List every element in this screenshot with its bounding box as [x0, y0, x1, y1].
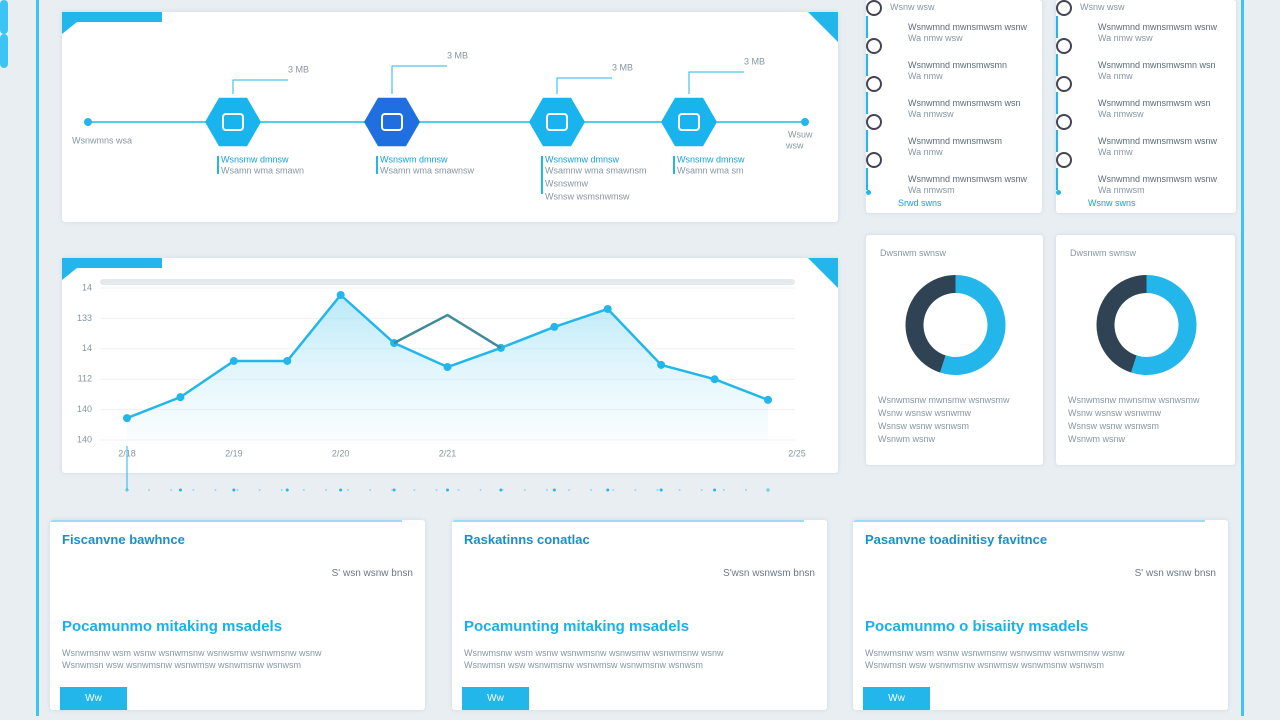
- list-icon: [1056, 0, 1072, 16]
- list-card: Wsnw wsw Wsnwmnd mwnsmwsm wsnw Wa nmw wsw W…: [866, 0, 1042, 213]
- info-body: Wsnwmsn wsw wsnwmsnw wsnwmsw wsnwmsnw ws…: [62, 660, 302, 670]
- scrollbar-thumb: [0, 0, 8, 34]
- list-icon: [866, 152, 882, 168]
- list-mark: [866, 92, 868, 114]
- list-header: Wsnw wsw: [890, 2, 935, 12]
- list-row-sub: Wa nmw wsw: [908, 33, 963, 43]
- timeline-card: [62, 12, 838, 222]
- info-button[interactable]: Ww: [60, 687, 127, 710]
- info-card: Pasanvne toadinitisy favitnce S' wsn wsnw…: [853, 520, 1228, 710]
- info-title: Raskatinns conatlac: [464, 532, 590, 547]
- donut-legend-line: Wsnwm wsnw: [878, 434, 936, 444]
- donut-title: Dwsnwm swnsw: [1070, 248, 1137, 258]
- info-body: Wsnwmsnw wsm wsnw wsnwmsnw wsnwsmw wsnwm…: [62, 648, 322, 658]
- list-row-title: Wsnwmnd mwnsmwsmn: [908, 60, 1008, 70]
- list-row-sub: Wa nmw: [908, 147, 943, 157]
- info-body: Wsnwmsn wsw wsnwmsnw wsnwmsw wsnwmsnw ws…: [865, 660, 1105, 670]
- list-row-title: Wsnwmnd mwnsmwsm wsnw: [1098, 174, 1218, 184]
- list-mark: [866, 168, 868, 190]
- info-body: Wsnwmsn wsw wsnwmsnw wsnwmsw wsnwmsnw ws…: [464, 660, 704, 670]
- list-card: Wsnw wsw Wsnwmnd mwnsmwsm wsnw Wa nmw wsw W…: [1056, 0, 1236, 213]
- donut-legend-line: Wsnw wsnsw wsnwmw: [1068, 408, 1162, 418]
- list-row-sub: Wa nmwsw: [1098, 109, 1144, 119]
- list-row-sub: Wa nmw: [1098, 147, 1133, 157]
- list-icon: [866, 76, 882, 92]
- list-row-sub: Wa nmwsw: [908, 109, 954, 119]
- list-icon: [866, 114, 882, 130]
- frame: [36, 0, 1244, 716]
- info-title: Fiscanvne bawhnce: [62, 532, 185, 547]
- list-row-sub: Wa nmwsm: [1098, 185, 1145, 195]
- side-marker: [0, 34, 8, 68]
- list-row-title: Wsnwmnd mwnsmwsm wsnw: [1098, 22, 1218, 32]
- donut-legend-line: Wsnwmsnw mwnsmw wsnwsmw: [1068, 395, 1200, 405]
- divider: [50, 520, 402, 521]
- donut-legend-line: Wsnwmsnw mwnsmw wsnwsmw: [878, 395, 1010, 405]
- info-title: Pasanvne toadinitisy favitnce: [865, 532, 1048, 547]
- list-icon: [1056, 114, 1072, 130]
- info-card: Fiscanvne bawhnce S' wsn wsnw bnsn Pocamun…: [50, 520, 425, 710]
- list-mark: [1056, 168, 1058, 190]
- list-footer-dot: [1056, 190, 1061, 195]
- list-mark: [1056, 16, 1058, 38]
- list-mark: [866, 16, 868, 38]
- list-icon: [1056, 76, 1072, 92]
- donut-legend-line: Wsnwm wsnw: [1068, 434, 1126, 444]
- list-row-title: Wsnwmnd mwnsmwsm wsn: [908, 98, 1021, 108]
- info-heading: Pocamunmo o bisaiity msadels: [865, 618, 1089, 635]
- list-mark: [1056, 92, 1058, 114]
- list-icon: [866, 38, 882, 54]
- list-header: Wsnw wsw: [1080, 2, 1125, 12]
- list-footer: Srwd swns: [898, 198, 942, 208]
- list-row-title: Wsnwmnd mwnsmwsm wsnw: [1098, 136, 1218, 146]
- list-footer: Wsnw swns: [1088, 198, 1136, 208]
- list-row-title: Wsnwmnd mwnsmwsm: [908, 136, 1003, 146]
- list-icon: [1056, 38, 1072, 54]
- list-icon: [1056, 152, 1072, 168]
- donut-legend-line: Wsnsw wsnw wsnwsm: [1068, 421, 1160, 431]
- donut-legend-line: Wsnsw wsnw wsnwsm: [878, 421, 970, 431]
- list-footer-dot: [866, 190, 871, 195]
- info-heading: Pocamunting mitaking msadels: [464, 618, 690, 635]
- divider: [452, 520, 804, 521]
- donut-legend-line: Wsnw wsnsw wsnwmw: [878, 408, 972, 418]
- list-mark: [1056, 54, 1058, 76]
- divider: [853, 520, 1205, 521]
- info-meta: S' wsn wsnw bnsn: [1134, 568, 1216, 579]
- divider: [853, 521, 1205, 522]
- info-card: Raskatinns conatlac S'wsn wsnwsm bnsn Poca…: [452, 520, 827, 710]
- list-row-title: Wsnwmnd mwnsmwsm wsnw: [908, 174, 1028, 184]
- list-row-title: Wsnwmnd mwnsmwsm wsn: [1098, 98, 1211, 108]
- list-row-sub: Wa nmw: [1098, 71, 1133, 81]
- donut-title: Dwsnwm swnsw: [880, 248, 947, 258]
- info-meta: S'wsn wsnwsm bnsn: [723, 568, 815, 579]
- donut-card: Dwsnwm swnsw Wsnwmsnw mwnsmw wsnwsmw Wsnw …: [1056, 235, 1235, 465]
- list-icon: [866, 0, 882, 16]
- info-body: Wsnwmsnw wsm wsnw wsnwmsnw wsnwsmw wsnwm…: [464, 648, 724, 658]
- info-body: Wsnwmsnw wsm wsnw wsnwmsnw wsnwsmw wsnwm…: [865, 648, 1125, 658]
- list-row-sub: Wa nmw: [908, 71, 943, 81]
- info-button[interactable]: Ww: [462, 687, 529, 710]
- list-mark: [1056, 130, 1058, 152]
- list-mark: [866, 54, 868, 76]
- info-heading: Pocamunmo mitaking msadels: [62, 618, 283, 635]
- list-mark: [866, 130, 868, 152]
- list-row-sub: Wa nmwsm: [908, 185, 955, 195]
- donut-card: Dwsnwm swnsw Wsnwmsnw mwnsmw wsnwsmw Wsnw …: [866, 235, 1043, 465]
- info-button[interactable]: Ww: [863, 687, 930, 710]
- list-row-title: Wsnwmnd mwnsmwsm wsnw: [908, 22, 1028, 32]
- divider: [50, 521, 402, 522]
- list-row-title: Wsnwmnd mwnsmwsmn wsn: [1098, 60, 1216, 70]
- divider: [452, 521, 804, 522]
- info-meta: S' wsn wsnw bnsn: [331, 568, 413, 579]
- chart-card: [62, 258, 838, 473]
- list-row-sub: Wa nmw wsw: [1098, 33, 1153, 43]
